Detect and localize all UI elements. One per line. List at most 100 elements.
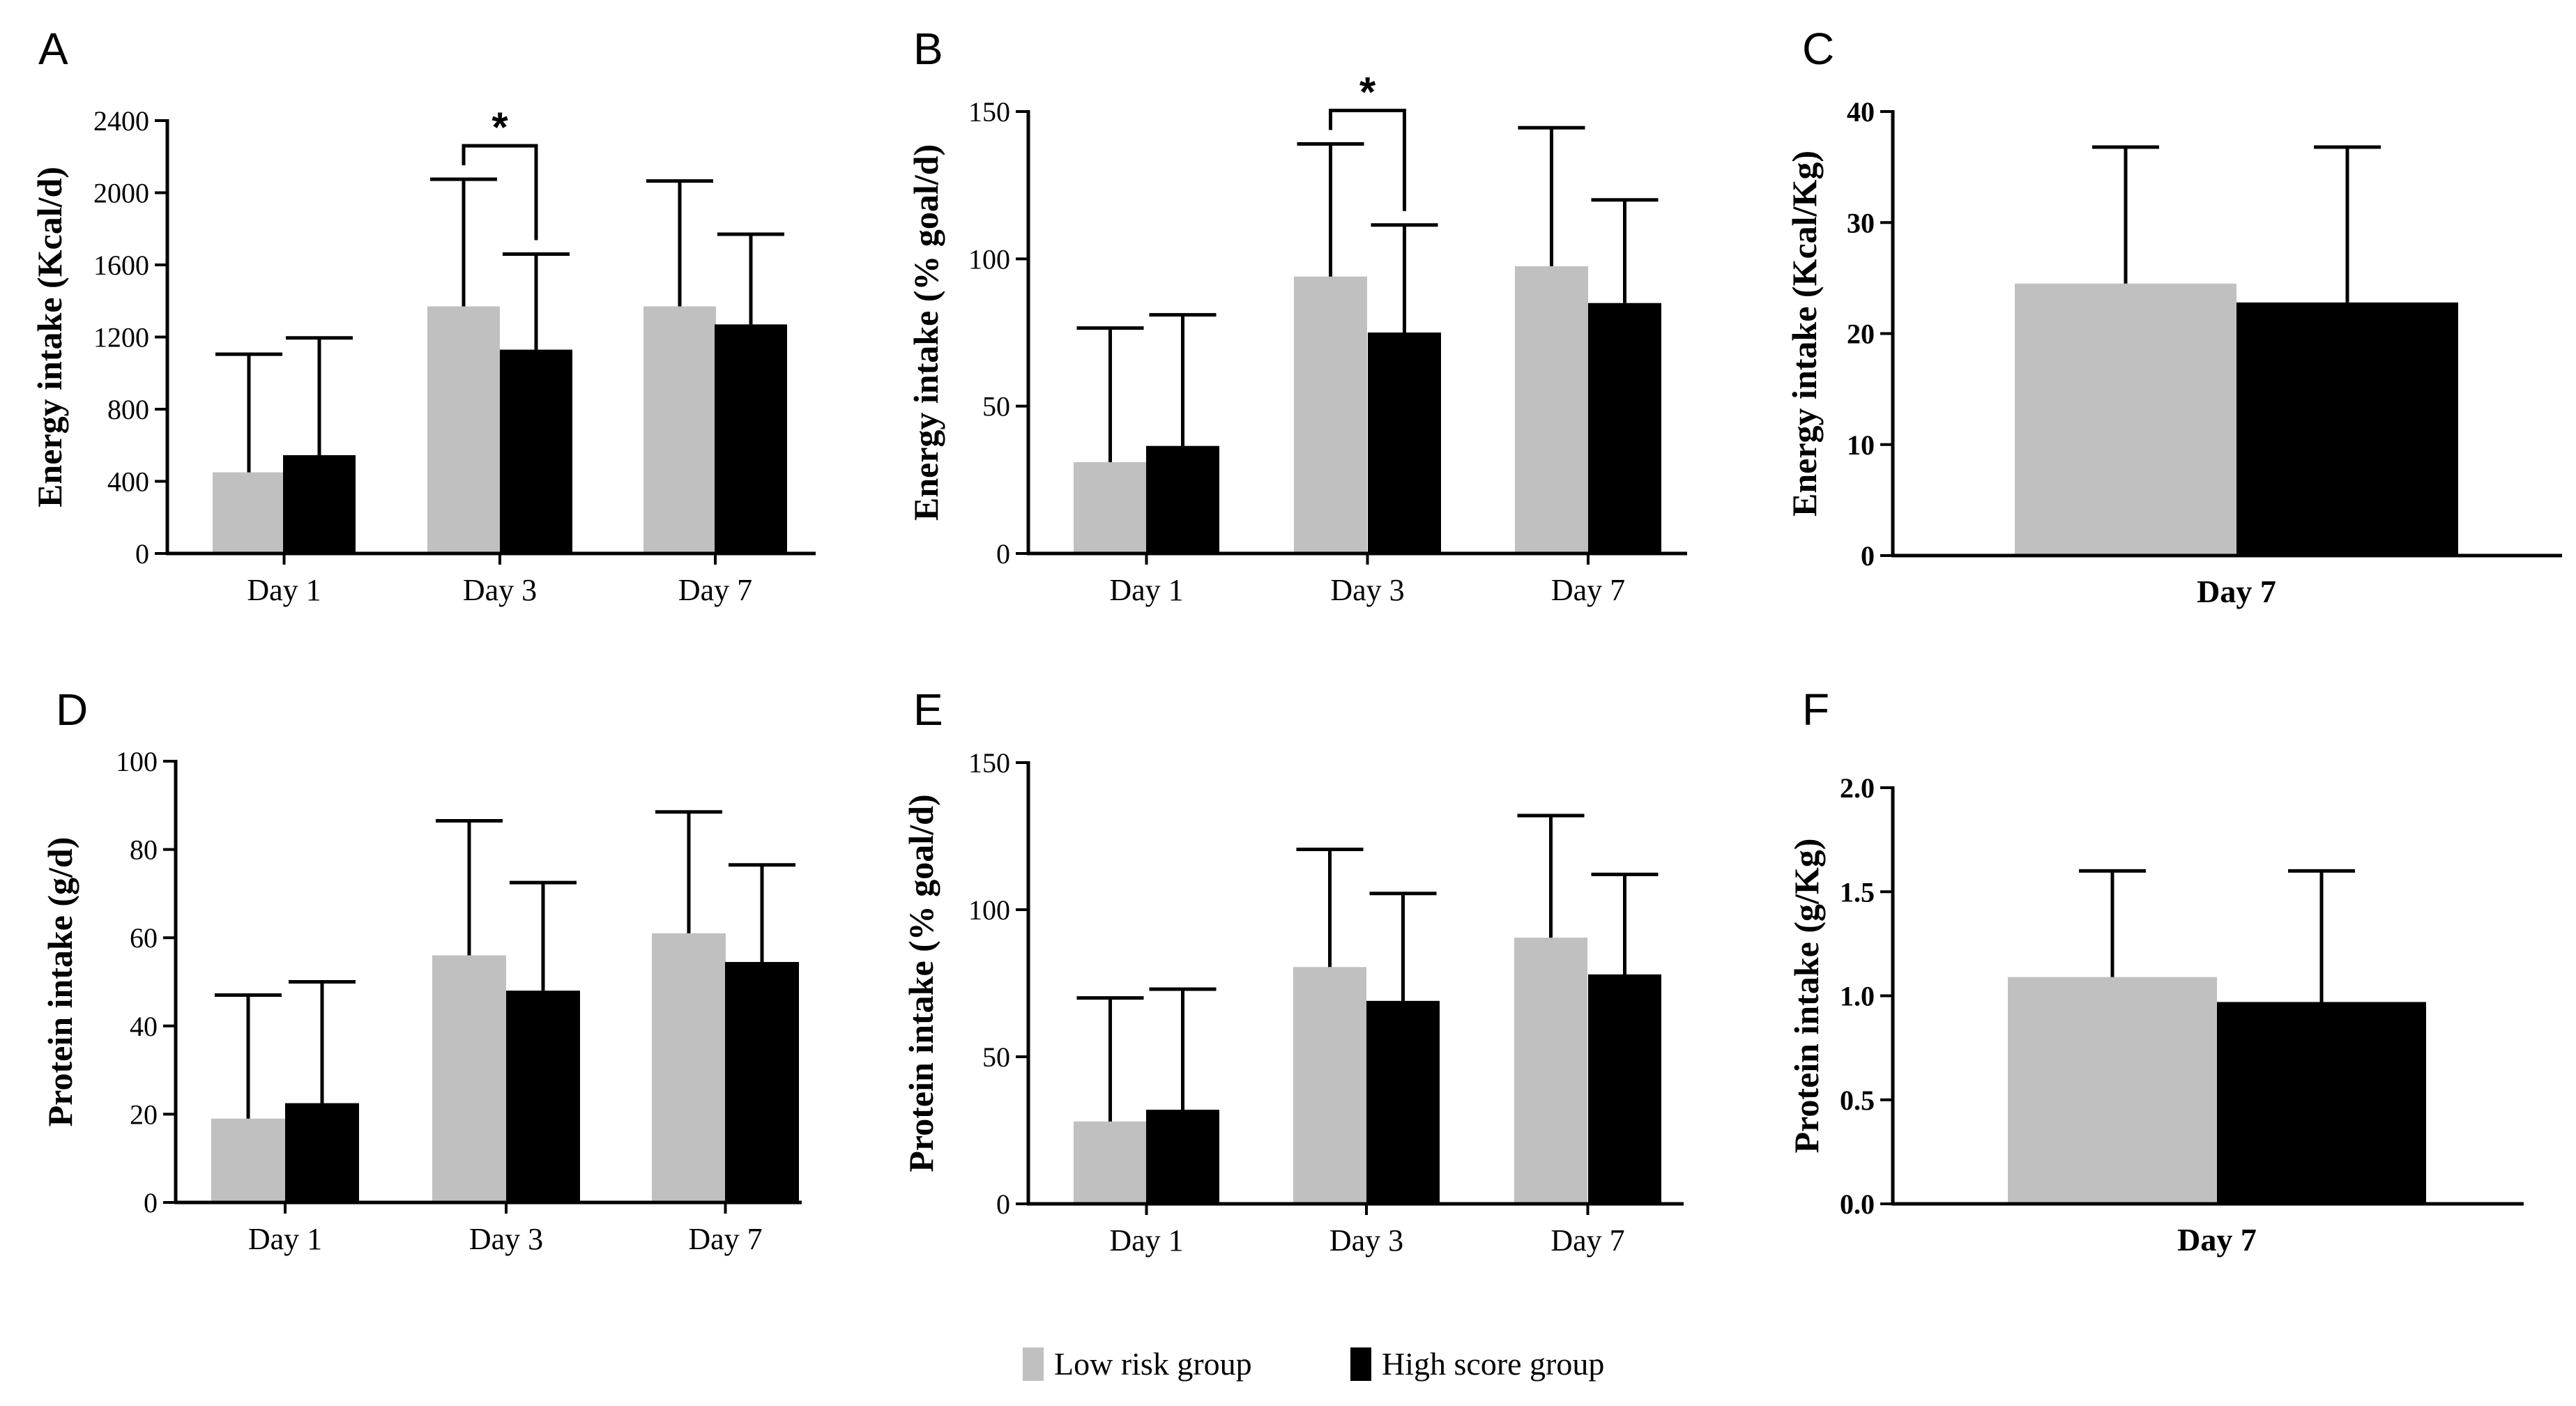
bar-low-risk-day-7 — [643, 306, 716, 553]
panel-letter: C — [1802, 24, 1834, 74]
y-tick-label: 0 — [135, 538, 149, 570]
bar-high-score-day-7 — [1588, 974, 1661, 1204]
y-tick-label: 1.0 — [1840, 981, 1875, 1012]
y-tick-label: 100 — [968, 243, 1010, 275]
panel-b: B Energy intake (% goal/d) Day 1 Day 3 Day 7… — [906, 24, 1687, 607]
significance-marker: * — [491, 104, 508, 151]
panel-c: C Energy intake (Kcal/Kg) Day 7 0 10 20 30 40 — [1785, 24, 2562, 609]
y-tick-label: 40 — [1847, 96, 1875, 128]
x-tick-label: Day 1 — [247, 573, 321, 607]
y-tick-label: 150 — [968, 747, 1010, 779]
x-tick-label: Day 7 — [2197, 574, 2276, 609]
bar-high-score-day-1 — [1146, 1109, 1219, 1204]
y-axis-label: Protein intake (g/d) — [40, 837, 79, 1127]
y-axis-label: Protein intake (g/Kg) — [1787, 839, 1826, 1154]
y-tick-label: 50 — [982, 391, 1010, 422]
y-tick-label: 100 — [968, 894, 1010, 926]
x-tick-label: Day 3 — [1329, 1223, 1403, 1258]
bar-high-score-day-7 — [2217, 1002, 2426, 1204]
y-tick-label: 0 — [1861, 540, 1875, 572]
y-tick-label: 400 — [107, 466, 149, 498]
bar-low-risk-day-7 — [1515, 266, 1588, 553]
x-tick-label: Day 3 — [463, 573, 537, 607]
y-tick-label: 10 — [1847, 429, 1875, 461]
y-tick-label: 60 — [130, 922, 158, 954]
y-tick-label: 800 — [107, 394, 149, 425]
y-tick-label: 1.5 — [1840, 876, 1875, 908]
x-tick-label: Day 7 — [1551, 573, 1625, 607]
bar-low-risk-day-7 — [2008, 977, 2217, 1204]
legend-swatch-low-risk — [1023, 1347, 1044, 1381]
x-tick-label: Day 1 — [1109, 1223, 1183, 1258]
bar-high-score-day-3 — [506, 991, 580, 1202]
y-tick-label: 0 — [996, 1189, 1010, 1220]
significance-bracket — [1329, 108, 1406, 211]
panel-a: A Energy intake (Kcal/d) Day 1 Day 3 Day 7 0 4… — [30, 24, 816, 607]
bar-high-score-day-1 — [283, 454, 356, 553]
bar-low-risk-day-7 — [1514, 938, 1587, 1204]
bar-low-risk-day-3 — [432, 955, 506, 1202]
panel-letter: A — [38, 24, 68, 74]
bar-high-score-day-7 — [1588, 303, 1661, 553]
bar-high-score-day-3 — [500, 349, 572, 553]
panel-letter: F — [1802, 685, 1829, 735]
y-tick-label: 0 — [996, 538, 1010, 570]
y-axis-label: Energy intake (% goal/d) — [906, 144, 945, 521]
bar-low-risk-day-3 — [427, 306, 500, 553]
legend-label-low-risk: Low risk group — [1054, 1346, 1252, 1382]
bar-low-risk-day-1 — [1074, 461, 1147, 553]
x-tick-label: Day 7 — [2177, 1222, 2257, 1258]
panel-letter: E — [913, 685, 943, 735]
x-tick-label: Day 7 — [688, 1222, 762, 1256]
panel-letter: D — [56, 685, 88, 735]
chart-panels: A Energy intake (Kcal/d) Day 1 Day 3 Day 7 0 4… — [30, 24, 2562, 1258]
y-tick-label: 80 — [130, 834, 158, 866]
y-axis-label: Protein intake (% goal/d) — [901, 794, 940, 1172]
panel-e: E Protein intake (% goal/d) Day 1 Day 3 Day … — [901, 685, 1684, 1258]
bar-high-score-day-7 — [725, 962, 799, 1202]
x-tick-label: Day 3 — [1330, 573, 1404, 607]
y-axis-label: Energy intake (Kcal/d) — [30, 167, 69, 507]
bar-low-risk-day-7 — [2015, 283, 2236, 556]
y-tick-label: 40 — [130, 1011, 158, 1042]
y-tick-label: 0.5 — [1840, 1085, 1875, 1116]
legend-label-high-score: High score group — [1382, 1346, 1604, 1382]
panel-letter: B — [913, 24, 943, 74]
bar-low-risk-day-1 — [211, 1118, 285, 1202]
bar-high-score-day-1 — [285, 1103, 359, 1202]
significance-bracket — [462, 144, 538, 240]
x-tick-label: Day 3 — [469, 1222, 543, 1256]
y-tick-label: 1200 — [93, 322, 149, 353]
x-tick-label: Day 1 — [248, 1222, 322, 1256]
bar-high-score-day-3 — [1368, 333, 1441, 553]
y-tick-label: 30 — [1847, 207, 1875, 238]
x-tick-label: Day 7 — [1550, 1223, 1624, 1258]
significance-marker: * — [1359, 68, 1376, 115]
y-tick-label: 100 — [116, 746, 158, 777]
y-tick-label: 0.0 — [1840, 1189, 1875, 1220]
bar-low-risk-day-3 — [1294, 276, 1367, 553]
legend: Low risk group High score group — [1023, 1346, 1604, 1382]
bar-high-score-day-7 — [715, 324, 787, 553]
bar-low-risk-day-3 — [1293, 967, 1366, 1204]
y-tick-label: 50 — [982, 1041, 1010, 1073]
bar-low-risk-day-1 — [213, 472, 285, 553]
bar-high-score-day-7 — [2236, 302, 2458, 556]
y-tick-label: 1600 — [93, 250, 149, 281]
panel-f: F Protein intake (g/Kg) Day 7 0.0 0.5 1.0 1.5 2… — [1787, 685, 2524, 1258]
legend-swatch-high-score — [1350, 1347, 1371, 1381]
bar-low-risk-day-1 — [1074, 1121, 1147, 1204]
y-axis-label: Energy intake (Kcal/Kg) — [1785, 151, 1824, 517]
y-tick-label: 150 — [968, 96, 1010, 128]
x-tick-label: Day 1 — [1109, 573, 1183, 607]
y-tick-label: 2.0 — [1840, 772, 1875, 804]
bar-low-risk-day-7 — [652, 933, 726, 1202]
x-tick-label: Day 7 — [678, 573, 752, 607]
y-tick-label: 2000 — [93, 178, 149, 209]
y-tick-label: 0 — [144, 1187, 158, 1218]
y-tick-label: 2400 — [93, 105, 149, 137]
bar-high-score-day-1 — [1146, 445, 1219, 553]
y-tick-label: 20 — [130, 1099, 158, 1130]
bar-high-score-day-3 — [1366, 1000, 1440, 1204]
